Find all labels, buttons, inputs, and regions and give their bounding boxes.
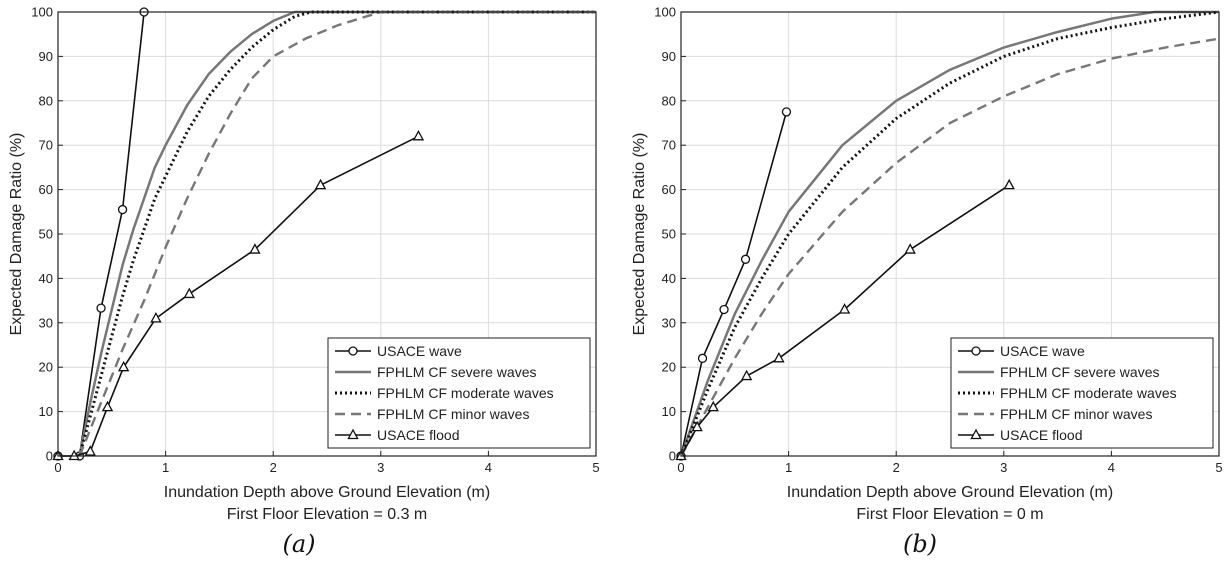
chart-a-series-4-point [314, 178, 327, 190]
chart-b-series-0-point [781, 107, 792, 117]
chart-b-series-line-4 [680, 184, 1010, 457]
chart-b-legend-marker-0 [971, 346, 981, 356]
chart-b-series-4-point [707, 400, 719, 412]
chart-b-series-0-point [697, 353, 708, 363]
chart-b-series-0-point [719, 304, 729, 315]
caption-a: (a) [282, 530, 315, 558]
chart-b-series-line-2 [679, 10, 1220, 457]
chart-b-x-tick-label: 1 [785, 460, 792, 475]
chart-b-legend-label-3: FPHLM CF minor waves [1000, 406, 1152, 422]
chart-b-x-tick-label: 4 [1108, 460, 1115, 475]
chart-b-y-tick-label: 100 [654, 5, 676, 20]
chart-a-legend-label-0: USACE wave [377, 343, 462, 359]
chart-b-series-group [675, 10, 1220, 461]
chart-a-subtitle: First Floor Elevation = 0.3 m [227, 506, 428, 523]
chart-b-legend-marker-4 [970, 428, 982, 440]
chart-b-y-tick-label: 30 [662, 315, 676, 330]
chart-a-series-0-point [117, 204, 128, 215]
chart-a-x-tick-label: 4 [485, 460, 492, 475]
chart-b-x-tick-label: 2 [893, 460, 900, 475]
chart-b-y-tick-label: 50 [662, 227, 676, 242]
chart-a-series-4-point [183, 287, 195, 299]
chart-a-y-tick-label: 20 [39, 360, 53, 375]
chart-a-legend-label-4: USACE flood [377, 427, 459, 443]
chart-a-series-line-1 [78, 10, 596, 457]
chart-a-series-4-point [101, 400, 114, 412]
chart-a-y-tick-label: 10 [39, 404, 53, 419]
chart-a-legend-label-3: FPHLM CF minor waves [377, 406, 529, 422]
chart-b-series-0-point [740, 254, 751, 264]
chart-a-y-tick-label: 40 [39, 271, 53, 286]
chart-a-legend-label-1: FPHLM CF severe waves [377, 364, 536, 380]
chart-b-legend-label-0: USACE wave [1000, 343, 1085, 359]
chart-b-legend-label-1: FPHLM CF severe waves [1000, 364, 1159, 380]
chart-b-legend-label-4: USACE flood [1000, 427, 1082, 443]
chart-a-x-axis-title: Inundation Depth above Ground Elevation … [164, 484, 490, 501]
chart-b-y-tick-label: 60 [662, 182, 676, 197]
chart-a-axes-frame [57, 11, 597, 457]
chart-a-y-tick-label: 30 [39, 315, 53, 330]
chart-a-x-tick-label: 2 [270, 460, 277, 475]
chart-b-legend-label-2: FPHLM CF moderate waves [1000, 385, 1177, 401]
chart-b-y-tick-label: 80 [662, 93, 676, 108]
chart-b-subtitle: First Floor Elevation = 0 m [856, 506, 1043, 523]
chart-a-y-axis-title: Expected Damage Ratio (%) [8, 133, 25, 336]
chart-a-x-tick-label: 3 [377, 460, 384, 475]
chart-b-y-tick-label: 90 [662, 49, 676, 64]
chart-b-x-axis-title: Inundation Depth above Ground Elevation … [787, 484, 1113, 501]
chart-a-series-line-4 [58, 135, 419, 457]
chart-b-y-tick-label: 10 [662, 404, 676, 419]
chart-b-legend-box [950, 337, 1214, 449]
chart-a-y-tick-label: 70 [39, 138, 53, 153]
chart-a-y-tick-label: 90 [39, 49, 53, 64]
chart-b-y-tick-label: 40 [662, 271, 676, 286]
chart-a-series-group [52, 7, 596, 461]
chart-a-legend-label-2: FPHLM CF moderate waves [377, 385, 554, 401]
chart-a-series-line-2 [78, 10, 596, 457]
chart-a-legend-marker-0 [348, 346, 358, 356]
chart-a-series-4-point [84, 445, 96, 456]
chart-b-x-tick-label: 5 [1215, 460, 1222, 475]
chart-a-x-tick-label: 1 [162, 460, 169, 475]
chart-a-series-4-point [412, 129, 425, 141]
chart-a-series-0-point [96, 303, 106, 313]
chart-b-series-4-point [1003, 178, 1015, 190]
chart-a-y-tick-label: 60 [39, 182, 53, 197]
chart-b-y-axis-title: Expected Damage Ratio (%) [631, 133, 648, 336]
chart-a-y-tick-label: 100 [31, 5, 53, 20]
chart-b-series-4-point [691, 420, 703, 432]
chart-b-series-4-point [773, 351, 785, 363]
chart-b-y-tick-label: 0 [669, 449, 676, 464]
chart-a-y-tick-label: 80 [39, 93, 53, 108]
chart-b-series-line-1 [679, 10, 1219, 457]
chart-a-series-4-point [68, 449, 80, 461]
chart-b-y-tick-label: 70 [662, 138, 676, 153]
chart-a-y-tick-label: 0 [46, 449, 53, 464]
chart-a-x-tick-label: 5 [592, 460, 599, 475]
chart-b-axes-frame [680, 11, 1220, 457]
chart-b-y-tick-label: 20 [662, 360, 676, 375]
chart-a-series-line-3 [78, 10, 596, 457]
chart-a-x-tick-label: 0 [54, 460, 61, 475]
chart-a-series-4-point [249, 243, 261, 254]
chart-a-y-tick-label: 50 [39, 227, 53, 242]
chart-a-series-4-point [117, 360, 130, 372]
caption-b: (b) [903, 530, 937, 558]
chart-a-legend-box [327, 337, 591, 449]
chart-b-x-tick-label: 0 [677, 460, 684, 475]
chart-a-legend-marker-4 [347, 428, 359, 440]
chart-b-x-tick-label: 3 [1000, 460, 1007, 475]
chart-b-series-4-point [838, 303, 851, 314]
chart-b-series-4-point [740, 369, 753, 381]
chart-a-series-4-point [150, 311, 162, 323]
chart-b-series-4-point [904, 243, 916, 254]
